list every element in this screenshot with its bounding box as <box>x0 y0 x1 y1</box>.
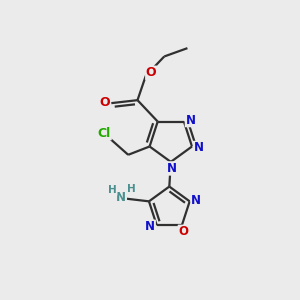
Text: O: O <box>146 66 157 79</box>
Text: O: O <box>178 225 188 238</box>
Text: Cl: Cl <box>98 127 111 140</box>
Text: H: H <box>108 185 117 195</box>
Text: N: N <box>191 194 201 207</box>
Text: N: N <box>116 191 126 204</box>
Text: N: N <box>185 114 195 127</box>
Text: O: O <box>100 96 110 109</box>
Text: H: H <box>127 184 136 194</box>
Text: N: N <box>145 220 155 233</box>
Text: N: N <box>167 162 176 175</box>
Text: N: N <box>194 142 203 154</box>
